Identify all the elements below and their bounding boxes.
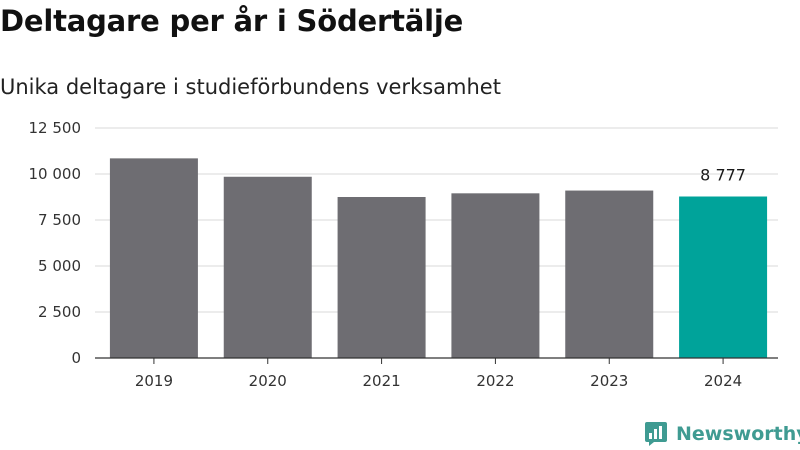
chart-title: Deltagare per år i Södertälje <box>0 4 464 38</box>
x-tick-label: 2024 <box>704 372 742 390</box>
y-tick-label: 0 <box>71 349 81 367</box>
y-tick-label: 12 500 <box>29 119 82 137</box>
bar-2023 <box>565 190 654 358</box>
x-tick-label: 2019 <box>135 372 173 390</box>
y-tick-label: 5 000 <box>38 257 81 275</box>
chart-subtitle: Unika deltagare i studieförbundens verks… <box>0 75 501 99</box>
bar-2022 <box>451 193 540 358</box>
brand-name: Newsworthy <box>676 423 800 445</box>
newsworthy-logo: Newsworthy <box>644 420 800 448</box>
bar-2020 <box>223 176 312 358</box>
y-tick-label: 7 500 <box>38 211 81 229</box>
y-tick-label: 2 500 <box>38 303 81 321</box>
newsworthy-logo-icon <box>645 422 667 446</box>
x-tick-label: 2022 <box>476 372 514 390</box>
bar-2024 <box>679 196 768 358</box>
x-tick-label: 2021 <box>362 372 400 390</box>
bar-2019 <box>109 158 198 358</box>
x-tick-label: 2023 <box>590 372 628 390</box>
y-tick-label: 10 000 <box>29 165 82 183</box>
x-tick-label: 2020 <box>249 372 287 390</box>
bar-2021 <box>337 197 426 358</box>
data-label: 8 777 <box>700 166 746 185</box>
